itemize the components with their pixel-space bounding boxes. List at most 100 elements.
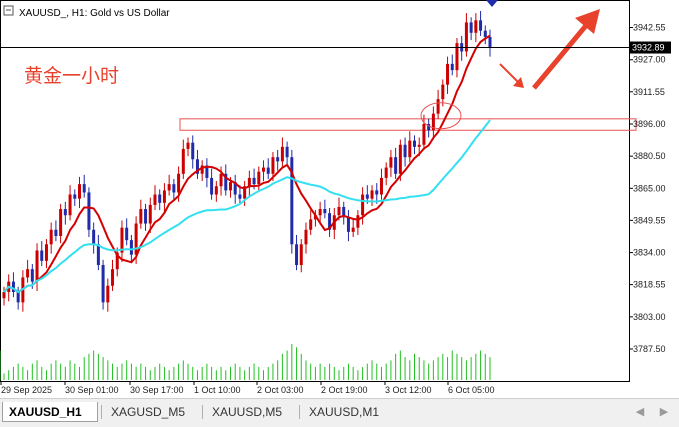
candle-body <box>464 22 468 52</box>
candle-body <box>35 250 39 282</box>
y-tick-label: 3880.50 <box>633 151 666 161</box>
candle-body <box>158 194 162 203</box>
candle-body <box>96 244 100 266</box>
candle-body <box>177 173 181 193</box>
candle-body <box>162 190 166 203</box>
candle-body <box>92 229 96 245</box>
candle-body <box>469 22 473 33</box>
candle-body <box>413 140 417 147</box>
candle-body <box>106 285 110 303</box>
candle-body <box>427 124 431 131</box>
candle-body <box>441 84 445 100</box>
candle-body <box>111 269 115 286</box>
tab-separator <box>101 405 102 419</box>
candle-body <box>488 36 492 48</box>
candle-body <box>167 184 171 191</box>
candle-body <box>474 20 478 33</box>
candle-body <box>266 167 270 174</box>
tab-xagusd-m5[interactable]: XAGUSD_M5 <box>111 405 186 419</box>
candle-body <box>186 142 190 149</box>
candle-body <box>337 206 341 216</box>
candle-body <box>384 167 388 178</box>
candle-body <box>54 229 58 236</box>
scroll-right-icon[interactable]: ▶ <box>659 405 669 418</box>
candle-body <box>148 204 152 224</box>
candle-body <box>309 219 313 230</box>
candle-body <box>389 157 393 168</box>
moving-average-slow-line <box>3 119 491 294</box>
candle-body <box>257 171 261 185</box>
candle-body <box>233 182 237 195</box>
candle-body <box>139 209 143 224</box>
candle-body <box>403 144 407 158</box>
x-tick-label: 2 Oct 19:00 <box>321 385 368 395</box>
candle-body <box>243 186 247 199</box>
forecast-down-arrow <box>499 63 521 85</box>
candle-body <box>262 167 266 172</box>
candle-body <box>379 177 383 195</box>
candle-body <box>68 194 72 216</box>
scroll-left-icon[interactable]: ◀ <box>635 405 645 418</box>
tab-xauusd-h1[interactable]: XAUUSD_H1 <box>2 402 98 422</box>
candle-body <box>172 184 176 193</box>
candle-body <box>101 265 105 303</box>
candle-body <box>2 291 6 299</box>
candle-body <box>365 194 369 199</box>
window-menu-icon[interactable] <box>3 5 14 16</box>
tab-xauusd-m5[interactable]: XAUUSD,M5 <box>212 405 283 419</box>
support-zone-rectangle <box>179 118 637 131</box>
candle-body <box>40 250 44 261</box>
candle-body <box>44 244 48 261</box>
candle-body <box>134 223 138 255</box>
x-tick-label: 29 Sep 2025 <box>1 385 52 395</box>
candle-body <box>304 229 308 245</box>
candle-body <box>280 146 284 162</box>
candle-body <box>224 173 228 191</box>
candle-body <box>16 291 20 303</box>
candle-body <box>77 184 81 199</box>
candle-body <box>356 215 360 228</box>
y-tick-label: 3865.00 <box>633 183 666 193</box>
candle-body <box>26 269 30 278</box>
y-tick-label: 3818.55 <box>633 280 666 290</box>
tab-separator <box>299 405 300 419</box>
price-chart[interactable]: XAUUSD_, H1: Gold vs US Dollar 黄金一小时 3942.… <box>0 0 679 398</box>
symbol-title: XAUUSD_, H1: Gold vs US Dollar <box>19 8 170 19</box>
candle-body <box>195 159 199 174</box>
candle-body <box>205 165 209 178</box>
candle-body <box>82 184 86 193</box>
candle-body <box>295 244 299 266</box>
y-tick-label: 3849.55 <box>633 215 666 225</box>
candle-body <box>446 63 450 85</box>
candle-body <box>398 144 402 174</box>
chart-tab-bar: XAUUSD_H1 XAGUSD_M5 XAUUSD,M5 XAUUSD,M1 ◀ ▶ <box>0 398 679 427</box>
y-tick-label: 3942.55 <box>633 23 666 33</box>
y-tick-label: 3927.00 <box>633 55 666 65</box>
candle-body <box>129 240 133 255</box>
candle-body <box>375 190 379 195</box>
candle-body <box>153 194 157 205</box>
tab-separator <box>202 405 203 419</box>
candle-body <box>219 173 223 187</box>
candle-body <box>191 142 195 160</box>
forecast-up-arrow <box>532 20 591 90</box>
current-price-label: 3932.89 <box>632 43 665 53</box>
y-tick-label: 3896.00 <box>633 119 666 129</box>
candle-body <box>115 252 119 270</box>
candle-body <box>290 157 294 245</box>
candle-body <box>120 227 124 253</box>
candle-body <box>87 192 91 230</box>
candle-body <box>483 30 487 37</box>
candle-body <box>299 244 303 266</box>
candle-body <box>479 20 483 31</box>
candle-body <box>228 182 232 191</box>
candle-body <box>436 99 440 114</box>
tab-xauusd-m1[interactable]: XAUUSD,M1 <box>309 405 380 419</box>
candle-body <box>342 206 346 218</box>
candle-body <box>351 227 355 232</box>
candle-body <box>431 113 435 131</box>
x-tick-label: 3 Oct 12:00 <box>385 385 432 395</box>
x-tick-label: 6 Oct 05:00 <box>448 385 495 395</box>
y-tick-label: 3911.55 <box>633 87 665 97</box>
candle-body <box>73 194 77 199</box>
